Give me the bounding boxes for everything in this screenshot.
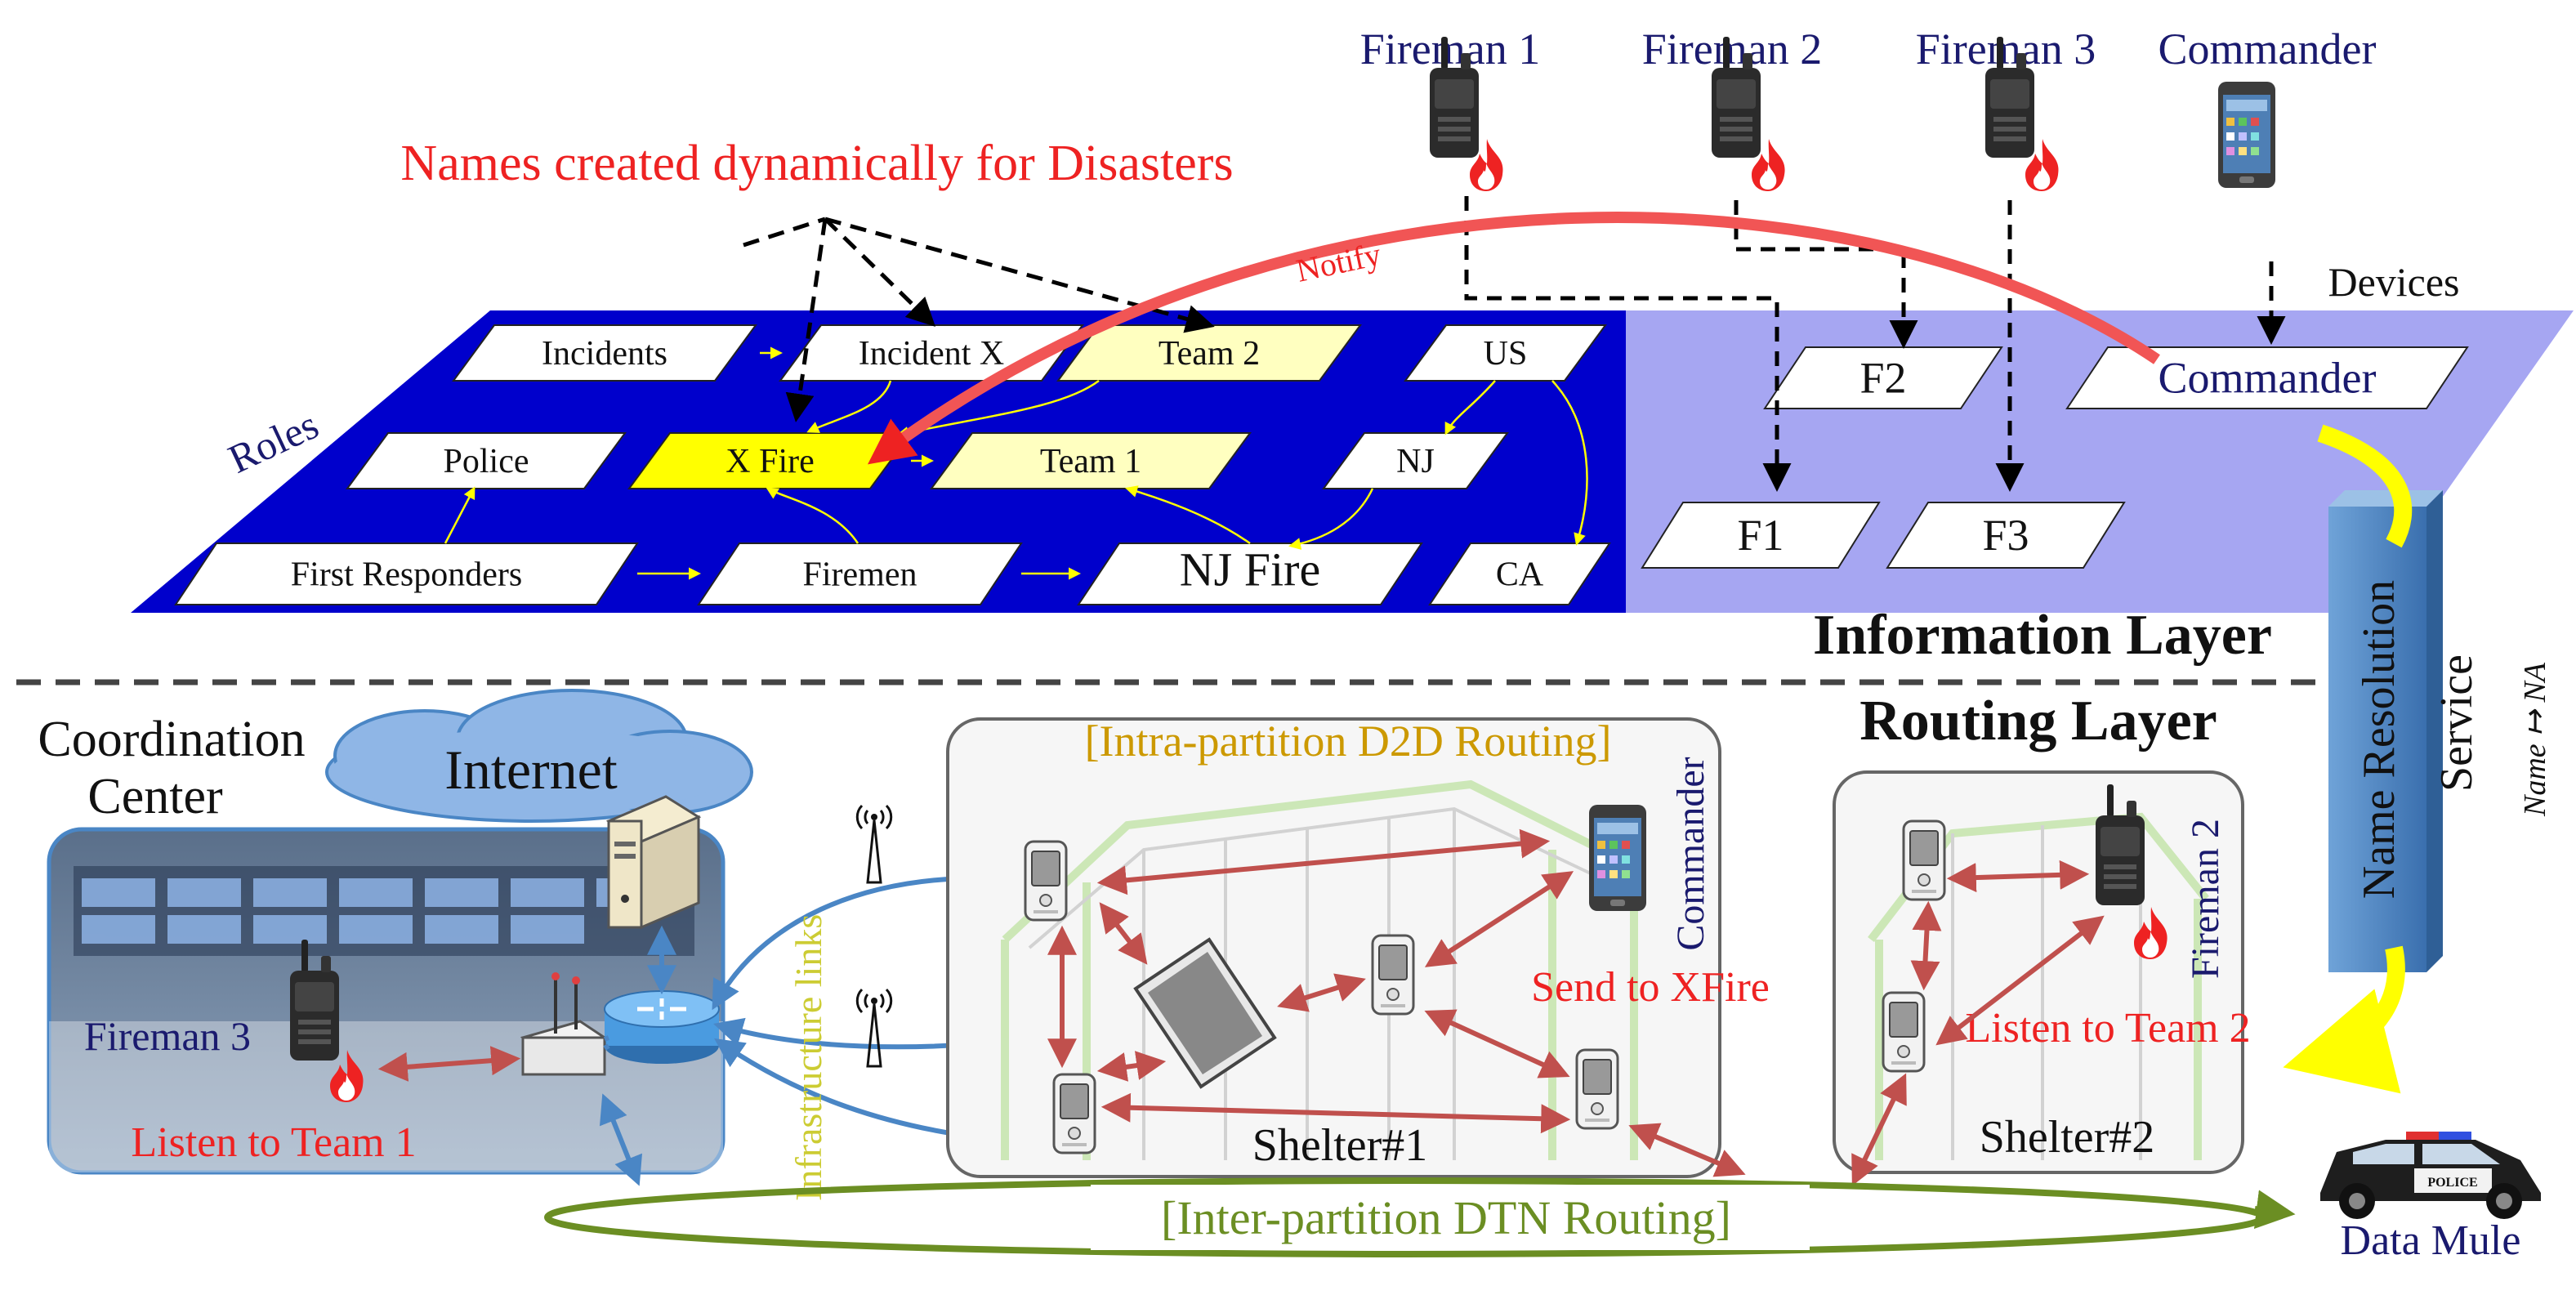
coordination-center: Coordination Center Internet bbox=[38, 689, 753, 1175]
notify-arrow bbox=[867, 212, 2160, 465]
router-icon bbox=[604, 990, 720, 1064]
role-label-team1: Team 1 bbox=[1040, 443, 1141, 480]
dynamic-name-arrows bbox=[743, 217, 1215, 422]
shelter1-node-b-icon bbox=[1371, 934, 1415, 1016]
dtn-label-bg bbox=[1091, 1185, 1810, 1250]
shelter-1-routing-label: [Intra-partition D2D Routing] bbox=[1085, 717, 1612, 766]
shelter1-node-a-icon bbox=[1024, 840, 1068, 922]
device-label-fireman2: Fireman 2 bbox=[1642, 25, 1822, 74]
role-link-1 bbox=[806, 380, 892, 433]
cell-tower-icon-1 bbox=[855, 804, 893, 884]
devices-label: Devices bbox=[2328, 259, 2459, 305]
role-team1: Team 1 bbox=[930, 432, 1252, 489]
device-name-label-f1: F1 bbox=[1737, 511, 1784, 560]
shelter2-node-a-icon bbox=[1902, 819, 1946, 901]
diagram-title: Names created dynamically for Disasters bbox=[400, 136, 1233, 191]
routing-layer-label: Routing Layer bbox=[1859, 690, 2217, 752]
role-link-11 bbox=[1551, 380, 1588, 546]
role-label-xfire: X Fire bbox=[725, 443, 815, 480]
nrs-lookup-arrow-top bbox=[2317, 424, 2413, 548]
role-label-firemen: Firemen bbox=[803, 556, 917, 594]
role-label-incidents: Incidents bbox=[542, 335, 667, 373]
nrs-lookup-arrow-bottom bbox=[2283, 945, 2405, 1094]
nrs-title-line1: Name Resolution bbox=[2354, 580, 2404, 899]
dtn-arrowhead bbox=[2253, 1190, 2296, 1230]
internet-cloud: Internet bbox=[325, 689, 753, 823]
cell-tower-icon-2 bbox=[855, 988, 893, 1068]
role-link-10 bbox=[1444, 380, 1496, 435]
coordination-title-line1: Coordination bbox=[38, 712, 305, 767]
commander-phone-icon bbox=[2218, 82, 2275, 188]
device-name-label-commander: Commander bbox=[2159, 354, 2377, 403]
information-layer-label: Information Layer bbox=[1813, 604, 2272, 667]
role-link-8 bbox=[1125, 485, 1251, 545]
shelter1-node-c-icon bbox=[1575, 1048, 1619, 1130]
device-name-label-f3: F3 bbox=[1982, 511, 2029, 560]
role-njfire: NJ Fire bbox=[1077, 543, 1423, 605]
role-label-us: US bbox=[1484, 335, 1528, 373]
device-commander: Commander bbox=[2159, 25, 2377, 188]
role-label-njfire: NJ Fire bbox=[1180, 543, 1320, 596]
shelter1-node-d-icon bbox=[1052, 1073, 1096, 1154]
role-firemen: Firemen bbox=[697, 543, 1023, 605]
device-label-fireman3: Fireman 3 bbox=[1916, 25, 2096, 74]
role-label-first_responders: First Responders bbox=[291, 556, 523, 594]
device-fireman1: Fireman 1 bbox=[1360, 25, 1540, 191]
shelter-2-links bbox=[1851, 860, 2105, 1186]
shelter-2-label: Shelter#2 bbox=[1980, 1112, 2155, 1163]
role-ca: CA bbox=[1428, 543, 1611, 605]
device-fireman3: Fireman 3 bbox=[1916, 25, 2096, 191]
role-link-2 bbox=[896, 380, 1100, 439]
role-link-5 bbox=[444, 486, 475, 544]
coordination-action: Listen to Team 1 bbox=[131, 1119, 416, 1166]
role-nj: NJ bbox=[1322, 432, 1509, 489]
nrs-title-line2: Service bbox=[2431, 654, 2482, 792]
server-icon bbox=[605, 795, 702, 930]
role-label-team2: Team 2 bbox=[1159, 335, 1260, 373]
dtn-routing-label: [Inter-partition DTN Routing] bbox=[1161, 1191, 1731, 1244]
shelter-1-label: Shelter#1 bbox=[1252, 1120, 1428, 1171]
tablet-icon bbox=[1133, 937, 1277, 1089]
shelter-2-action: Listen to Team 2 bbox=[1965, 1005, 2250, 1052]
device-name-f2: F2 bbox=[1763, 346, 2003, 409]
role-label-ca: CA bbox=[1496, 556, 1544, 594]
notify-label: Notify bbox=[1293, 235, 1385, 289]
coordination-links bbox=[377, 925, 676, 1186]
device-name-f1: F1 bbox=[1641, 502, 1881, 569]
shelter-2: Shelter#2 Fireman 2 Listen to Team 2 bbox=[1833, 770, 2251, 1174]
shelter-1-commander-label: Commander bbox=[1669, 757, 1712, 950]
role-us: US bbox=[1404, 324, 1607, 382]
device-name-label-f2: F2 bbox=[1859, 354, 1906, 403]
shelter-1-links bbox=[1047, 828, 1746, 1177]
role-label-nj: NJ bbox=[1396, 443, 1435, 480]
device-label-commander: Commander bbox=[2159, 25, 2377, 74]
device-name-commander: Commander bbox=[2065, 346, 2469, 409]
nrs-mapping: Name ↦ NA bbox=[2518, 662, 2552, 817]
police-car-icon: POLICE bbox=[2320, 1132, 2541, 1219]
shelter2-node-b-icon bbox=[1882, 991, 1926, 1073]
role-link-4 bbox=[766, 487, 859, 544]
shelter-1-action: Send to XFire bbox=[1531, 964, 1770, 1011]
role-police: Police bbox=[346, 432, 627, 489]
role-label-incident_x: Incident X bbox=[859, 335, 1004, 373]
infrastructure-links-label: Infrastructure links bbox=[788, 914, 829, 1201]
name-resolution-service: Name Resolution Service Name ↦ NA bbox=[2328, 490, 2552, 972]
internet-label: Internet bbox=[444, 739, 618, 801]
role-link-9 bbox=[1288, 488, 1374, 550]
device-label-fireman1: Fireman 1 bbox=[1360, 25, 1540, 74]
role-label-police: Police bbox=[444, 443, 529, 480]
shelter1-commander-phone-icon bbox=[1589, 805, 1646, 911]
role-incidents: Incidents bbox=[452, 324, 757, 382]
coordination-title-line2: Center bbox=[87, 769, 223, 824]
role-team2: Team 2 bbox=[1056, 324, 1362, 382]
shelter-2-fireman-label: Fireman 2 bbox=[2184, 819, 2227, 979]
data-mule-label: Data Mule bbox=[2341, 1217, 2521, 1264]
police-text: POLICE bbox=[2427, 1176, 2477, 1190]
device-fireman2: Fireman 2 bbox=[1642, 25, 1822, 191]
device-name-f3: F3 bbox=[1886, 502, 2126, 569]
role-xfire: X Fire bbox=[627, 432, 913, 489]
role-first_responders: First Responders bbox=[174, 543, 639, 605]
coordination-fireman-label: Fireman 3 bbox=[84, 1013, 251, 1059]
